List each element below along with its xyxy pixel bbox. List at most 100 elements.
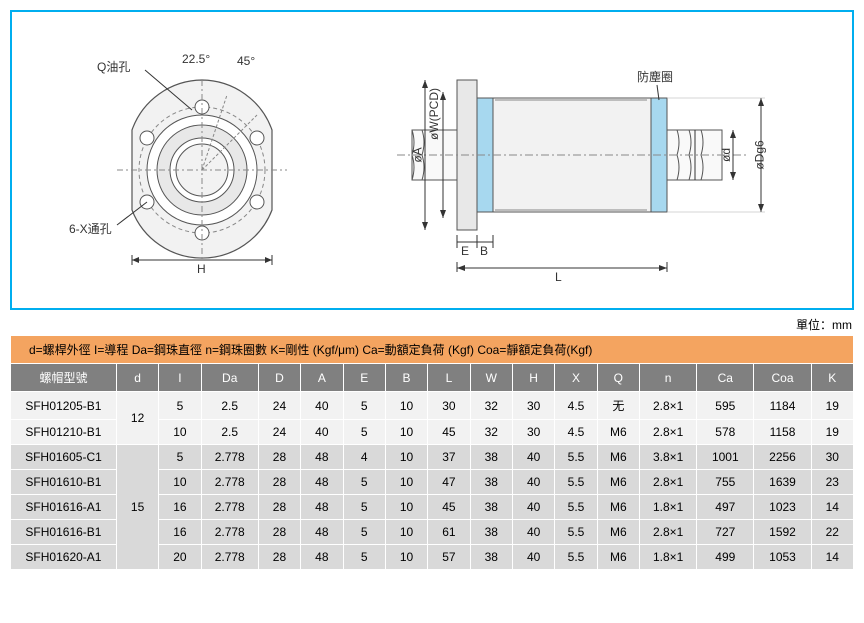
- column-header: d: [116, 364, 158, 392]
- cell-value: 38: [470, 545, 512, 570]
- label-q-oil: Q油孔: [97, 58, 130, 75]
- label-dim-dg: øDg6: [753, 140, 767, 169]
- cell-value: 32: [470, 392, 512, 420]
- cell-value: 1592: [754, 520, 811, 545]
- cell-value: 61: [428, 520, 470, 545]
- cell-value: M6: [597, 495, 639, 520]
- column-header: E: [343, 364, 385, 392]
- cell-value: 28: [258, 470, 300, 495]
- cell-value: 47: [428, 470, 470, 495]
- column-header: D: [258, 364, 300, 392]
- cell-value: 2.5: [201, 392, 258, 420]
- cell-value: 1001: [697, 445, 754, 470]
- cell-value: 5: [343, 545, 385, 570]
- cell-value: 2.8×1: [640, 392, 697, 420]
- cell-d: 12: [116, 392, 158, 445]
- cell-value: 497: [697, 495, 754, 520]
- cell-model: SFH01620-A1: [11, 545, 117, 570]
- column-header: W: [470, 364, 512, 392]
- cell-value: 2.8×1: [640, 470, 697, 495]
- label-dim-a: øA: [411, 147, 425, 162]
- cell-value: M6: [597, 470, 639, 495]
- cell-value: 10: [385, 445, 427, 470]
- cell-value: 23: [811, 470, 853, 495]
- cell-value: 40: [512, 545, 554, 570]
- cell-value: 1184: [754, 392, 811, 420]
- cell-value: M6: [597, 420, 639, 445]
- cell-value: 2.778: [201, 520, 258, 545]
- cell-value: 1639: [754, 470, 811, 495]
- column-header: Da: [201, 364, 258, 392]
- cell-value: 4.5: [555, 392, 597, 420]
- table-row: SFH01205-B11252.524405103032304.5无2.8×15…: [11, 392, 854, 420]
- cell-value: 5.5: [555, 495, 597, 520]
- cell-value: 499: [697, 545, 754, 570]
- label-dim-l: L: [555, 270, 562, 284]
- cell-value: 38: [470, 495, 512, 520]
- cell-value: 1158: [754, 420, 811, 445]
- cell-value: 24: [258, 420, 300, 445]
- side-view-diagram: 防塵圈 øA øW(PCD) ød øDg6 E B L: [377, 40, 777, 280]
- column-header: I: [159, 364, 201, 392]
- cell-value: 1023: [754, 495, 811, 520]
- cell-value: 14: [811, 545, 853, 570]
- cell-value: 727: [697, 520, 754, 545]
- label-dim-e: E: [461, 244, 469, 258]
- cell-value: 45: [428, 420, 470, 445]
- cell-d: 15: [116, 445, 158, 570]
- cell-value: 2.8×1: [640, 520, 697, 545]
- column-header: 螺帽型號: [11, 364, 117, 392]
- cell-value: 2.778: [201, 470, 258, 495]
- cell-value: 16: [159, 520, 201, 545]
- cell-value: 5: [343, 495, 385, 520]
- cell-model: SFH01616-B1: [11, 520, 117, 545]
- cell-value: 24: [258, 392, 300, 420]
- cell-value: 37: [428, 445, 470, 470]
- table-row: SFH01605-C11552.77828484103738405.5M63.8…: [11, 445, 854, 470]
- label-angle2: 45°: [237, 54, 255, 68]
- cell-value: 30: [428, 392, 470, 420]
- cell-value: 20: [159, 545, 201, 570]
- column-header: n: [640, 364, 697, 392]
- cell-value: M6: [597, 520, 639, 545]
- column-header: Ca: [697, 364, 754, 392]
- column-header: K: [811, 364, 853, 392]
- label-hole: 6-X通孔: [69, 220, 112, 237]
- cell-value: 4: [343, 445, 385, 470]
- cell-value: 578: [697, 420, 754, 445]
- cell-model: SFH01205-B1: [11, 392, 117, 420]
- cell-value: 28: [258, 495, 300, 520]
- cell-value: 48: [301, 520, 343, 545]
- cell-value: 48: [301, 495, 343, 520]
- cell-value: 48: [301, 545, 343, 570]
- label-dim-h: H: [197, 262, 206, 276]
- cell-model: SFH01605-C1: [11, 445, 117, 470]
- cell-value: 5: [159, 392, 201, 420]
- cell-value: 38: [470, 520, 512, 545]
- column-header: Q: [597, 364, 639, 392]
- cell-value: 4.5: [555, 420, 597, 445]
- cell-value: 48: [301, 470, 343, 495]
- cell-value: 5.5: [555, 445, 597, 470]
- cell-value: 755: [697, 470, 754, 495]
- cell-value: 16: [159, 495, 201, 520]
- cell-value: 1.8×1: [640, 545, 697, 570]
- cell-value: 5.5: [555, 545, 597, 570]
- cell-value: 10: [385, 420, 427, 445]
- cell-value: 2.778: [201, 445, 258, 470]
- cell-value: 40: [512, 495, 554, 520]
- label-dim-b: B: [480, 244, 488, 258]
- cell-value: 5: [343, 520, 385, 545]
- label-dim-w: øW(PCD): [427, 88, 441, 140]
- cell-value: 38: [470, 470, 512, 495]
- cell-value: 5: [343, 470, 385, 495]
- cell-value: 40: [512, 470, 554, 495]
- cell-value: 38: [470, 445, 512, 470]
- cell-value: 无: [597, 392, 639, 420]
- cell-value: 5: [343, 392, 385, 420]
- diagram-frame: Q油孔 22.5° 45° 6-X通孔 H: [10, 10, 854, 310]
- cell-value: 40: [512, 520, 554, 545]
- column-header: L: [428, 364, 470, 392]
- cell-value: M6: [597, 545, 639, 570]
- cell-value: 40: [301, 420, 343, 445]
